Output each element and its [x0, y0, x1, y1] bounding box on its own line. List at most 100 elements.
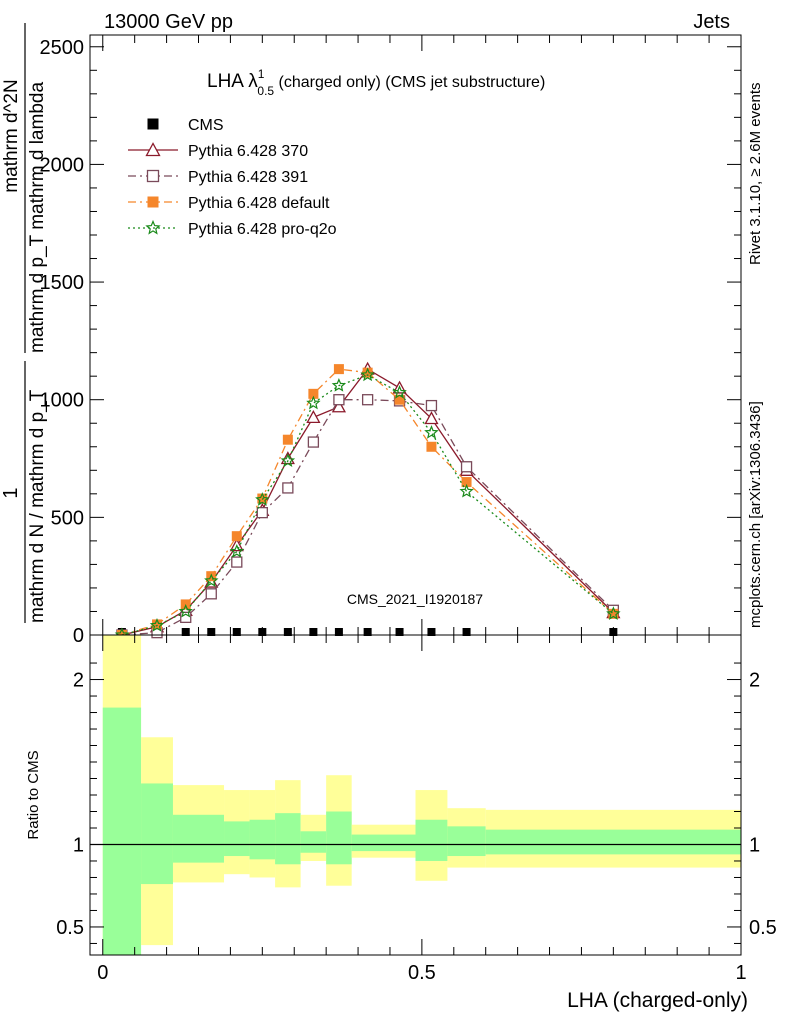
data-point-0-9 [363, 628, 372, 636]
data-point-4-5 [255, 492, 270, 506]
ratio-y-tick-label: 2 [73, 670, 84, 692]
data-point-4-3 [204, 573, 219, 587]
data-point-3-10 [394, 394, 405, 405]
series-line-4 [121, 374, 614, 636]
legend-label-1: Pythia 6.428 370 [188, 143, 308, 160]
data-point-2-6 [282, 482, 294, 494]
ratio-band-inner-3 [224, 821, 250, 857]
data-point-3-11 [426, 441, 437, 452]
data-point-4-6 [280, 453, 296, 467]
data-point-3-12 [461, 477, 472, 488]
plot-title-sup: 1 [258, 67, 265, 81]
y-tick-label: 0 [73, 625, 84, 647]
x-tick-label: 1 [735, 962, 746, 984]
main-x-ticks [102, 35, 742, 635]
ratio-y-tick-label-right: 1 [749, 834, 760, 856]
data-point-4-11 [424, 424, 439, 439]
ratio-y-tick-label: 1 [73, 834, 84, 856]
plot-title-rest: (charged only) (CMS jet substructure) [274, 74, 545, 91]
header-process: 13000 GeV pp [104, 11, 233, 33]
data-point-3-4 [231, 531, 242, 542]
data-point-2-3 [205, 588, 217, 600]
ratio-band-inner-2 [172, 814, 225, 863]
ratio-y-label: Ratio to CMS [25, 750, 42, 839]
ratio-y-tick-label: 0.5 [56, 917, 84, 939]
series-4 [114, 367, 621, 642]
data-point-3-13 [608, 608, 619, 619]
side-label-rivet: Rivet 3.1.10, ≥ 2.6M events [747, 83, 764, 266]
legend-marker-2 [146, 169, 160, 183]
data-point-3-7 [308, 388, 319, 399]
y-axis-label: 1 mathrm d N / mathrm d p_T mathrm d^2N … [0, 23, 48, 623]
x-axis-label: LHA (charged-only) [567, 989, 748, 1012]
data-point-1-7 [306, 409, 321, 424]
data-point-2-11 [425, 399, 438, 412]
main-marks [114, 361, 621, 642]
data-point-0-3 [207, 628, 216, 636]
data-point-2-7 [307, 436, 320, 448]
data-point-2-12 [460, 461, 473, 473]
data-point-3-8 [333, 364, 344, 375]
legend-marker-4 [145, 219, 161, 235]
data-point-4-2 [178, 603, 193, 618]
data-point-4-13 [606, 606, 621, 621]
legend: CMS Pythia 6.428 370 Pythia 6.428 391 Pythi… [128, 117, 337, 238]
main-y-axis: 0 500 1000 1500 2000 2500 [40, 37, 741, 647]
y-tick-label: 2000 [40, 154, 85, 176]
plot-title-base: LHA λ [207, 71, 258, 92]
ratio-bands [102, 635, 741, 955]
data-point-3-6 [282, 434, 293, 445]
data-point-4-12 [459, 483, 474, 498]
ratio-x-axis: 0 0.5 1 [97, 635, 747, 984]
y-label-rhs-denominator: mathrm d p_T mathrm d lambda [27, 82, 48, 353]
ratio-y-tick-label-right: 2 [749, 670, 760, 692]
data-point-4-4 [229, 543, 244, 558]
ratio-band-inner-4 [249, 819, 276, 860]
data-point-4-10 [392, 384, 407, 399]
ratio-plot-panel: 0.5 0.51 12 2 0 0.5 1 Ratio to CMS LHA (charg… [25, 634, 777, 1012]
ratio-band-inner-5 [275, 813, 301, 865]
y-label-rhs-numerator: mathrm d^2N [1, 79, 22, 192]
data-point-2-8 [333, 394, 345, 406]
ratio-band-inner-1 [141, 783, 173, 885]
legend-label-3: Pythia 6.428 default [188, 195, 330, 212]
data-point-0-12 [462, 628, 471, 636]
y-tick-label: 2500 [40, 37, 85, 59]
data-point-3-9 [362, 367, 373, 378]
ratio-band-inner-6 [300, 831, 327, 853]
data-point-0-8 [334, 628, 343, 636]
data-point-2-4 [231, 556, 243, 568]
data-point-0-11 [427, 628, 436, 636]
data-point-4-9 [360, 367, 375, 382]
ratio-band-inner-8 [351, 834, 416, 852]
ratio-band-inner-7 [326, 811, 352, 865]
data-point-1-8 [331, 399, 347, 413]
side-label-mcplots: mcplots.cern.ch [arXiv:1306.3436] [747, 401, 764, 628]
data-point-4-8 [331, 378, 347, 392]
legend-marker-1 [145, 142, 161, 157]
data-point-2-9 [361, 394, 374, 406]
ratio-band-inner-9 [415, 819, 448, 861]
ratio-y-axis: 0.5 0.5 1 1 2 2 [56, 662, 777, 944]
legend-label-2: Pythia 6.428 391 [188, 169, 308, 186]
data-point-0-10 [395, 628, 404, 636]
y-tick-label: 1000 [40, 390, 85, 412]
data-point-0-6 [283, 628, 292, 636]
data-point-0-7 [309, 628, 318, 636]
plot-title-sub: 0.5 [257, 84, 274, 98]
y-label-numerator: 1 [0, 487, 22, 498]
x-tick-label: 0.5 [408, 962, 436, 984]
data-point-4-7 [306, 395, 321, 410]
y-label-denominator: mathrm d N / mathrm d p_T [27, 389, 48, 623]
data-point-2-2 [180, 611, 192, 624]
x-tick-label: 0 [97, 962, 108, 984]
ratio-y-tick-label-right: 0.5 [749, 917, 777, 939]
y-tick-label: 500 [51, 507, 84, 529]
data-point-0-4 [232, 628, 241, 636]
ratio-band-inner-10 [447, 826, 486, 857]
ratio-band-inner-0 [102, 707, 142, 955]
series-2 [116, 394, 620, 641]
data-point-3-1 [152, 619, 163, 630]
